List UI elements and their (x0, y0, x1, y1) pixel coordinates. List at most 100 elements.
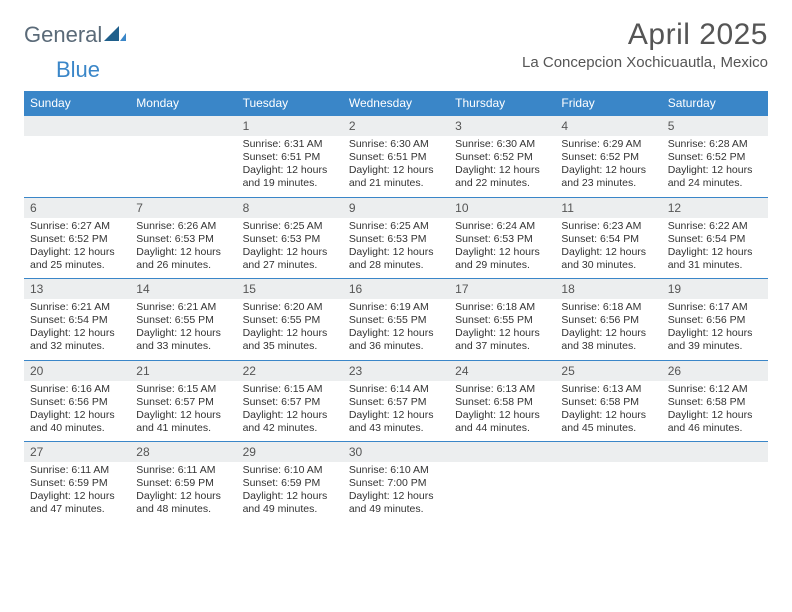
sunset-text: Sunset: 6:52 PM (668, 151, 762, 164)
calendar-cell: 29Sunrise: 6:10 AMSunset: 6:59 PMDayligh… (237, 441, 343, 523)
sunset-text: Sunset: 6:57 PM (243, 396, 337, 409)
day-number: 22 (237, 361, 343, 381)
day-body: Sunrise: 6:16 AMSunset: 6:56 PMDaylight:… (24, 381, 130, 436)
day-body: Sunrise: 6:10 AMSunset: 7:00 PMDaylight:… (343, 462, 449, 517)
calendar-cell: 26Sunrise: 6:12 AMSunset: 6:58 PMDayligh… (662, 360, 768, 442)
calendar-cell: 1Sunrise: 6:31 AMSunset: 6:51 PMDaylight… (237, 115, 343, 197)
daylight-text: Daylight: 12 hours and 46 minutes. (668, 409, 762, 435)
day-body: Sunrise: 6:22 AMSunset: 6:54 PMDaylight:… (662, 218, 768, 273)
day-body: Sunrise: 6:12 AMSunset: 6:58 PMDaylight:… (662, 381, 768, 436)
day-number: 25 (555, 361, 661, 381)
day-number: 10 (449, 198, 555, 218)
sunrise-text: Sunrise: 6:16 AM (30, 383, 124, 396)
sunrise-text: Sunrise: 6:21 AM (30, 301, 124, 314)
calendar-cell: 15Sunrise: 6:20 AMSunset: 6:55 PMDayligh… (237, 278, 343, 360)
day-body: Sunrise: 6:30 AMSunset: 6:52 PMDaylight:… (449, 136, 555, 191)
day-number: 18 (555, 279, 661, 299)
sunrise-text: Sunrise: 6:30 AM (349, 138, 443, 151)
calendar-cell: 23Sunrise: 6:14 AMSunset: 6:57 PMDayligh… (343, 360, 449, 442)
sunset-text: Sunset: 6:57 PM (349, 396, 443, 409)
day-body (555, 462, 661, 464)
daylight-text: Daylight: 12 hours and 23 minutes. (561, 164, 655, 190)
day-number: 14 (130, 279, 236, 299)
calendar-cell: 10 Sunrise: 6:24 AMSunset: 6:53 PMDayligh… (449, 197, 555, 279)
day-number: 3 (449, 116, 555, 136)
calendar-cell (24, 115, 130, 197)
sunset-text: Sunset: 6:56 PM (561, 314, 655, 327)
dayhead-wednesday: Wednesday (343, 91, 449, 115)
day-number: 13 (24, 279, 130, 299)
daylight-text: Daylight: 12 hours and 21 minutes. (349, 164, 443, 190)
sunrise-text: Sunrise: 6:10 AM (243, 464, 337, 477)
sunrise-text: Sunrise: 6:20 AM (243, 301, 337, 314)
day-number: 8 (237, 198, 343, 218)
day-number: 7 (130, 198, 236, 218)
sunset-text: Sunset: 6:53 PM (455, 233, 549, 246)
day-number: 28 (130, 442, 236, 462)
calendar-cell: 6Sunrise: 6:27 AMSunset: 6:52 PMDaylight… (24, 197, 130, 279)
day-number (24, 116, 130, 136)
sunrise-text: Sunrise: 6:21 AM (136, 301, 230, 314)
sunset-text: Sunset: 6:55 PM (243, 314, 337, 327)
calendar-cell: 7Sunrise: 6:26 AMSunset: 6:53 PMDaylight… (130, 197, 236, 279)
calendar-weeks: 1Sunrise: 6:31 AMSunset: 6:51 PMDaylight… (24, 115, 768, 523)
day-number: 9 (343, 198, 449, 218)
day-body: Sunrise: 6:17 AMSunset: 6:56 PMDaylight:… (662, 299, 768, 354)
dayhead-friday: Friday (555, 91, 661, 115)
sunset-text: Sunset: 6:56 PM (668, 314, 762, 327)
day-number: 27 (24, 442, 130, 462)
sunset-text: Sunset: 6:52 PM (561, 151, 655, 164)
day-number: 16 (343, 279, 449, 299)
day-number: 1 (237, 116, 343, 136)
sunrise-text: Sunrise: 6:10 AM (349, 464, 443, 477)
sunrise-text: Sunrise: 6:18 AM (561, 301, 655, 314)
day-body: Sunrise: 6:30 AMSunset: 6:51 PMDaylight:… (343, 136, 449, 191)
day-number: 20 (24, 361, 130, 381)
day-body: Sunrise: 6:20 AMSunset: 6:55 PMDaylight:… (237, 299, 343, 354)
sunrise-text: Sunrise: 6:11 AM (30, 464, 124, 477)
day-number: 4 (555, 116, 661, 136)
calendar-cell: 16Sunrise: 6:19 AMSunset: 6:55 PMDayligh… (343, 278, 449, 360)
calendar-day-header: Sunday Monday Tuesday Wednesday Thursday… (24, 91, 768, 115)
day-body: Sunrise: 6:25 AMSunset: 6:53 PMDaylight:… (237, 218, 343, 273)
day-body: Sunrise: 6:31 AMSunset: 6:51 PMDaylight:… (237, 136, 343, 191)
calendar-cell: 19Sunrise: 6:17 AMSunset: 6:56 PMDayligh… (662, 278, 768, 360)
sunset-text: Sunset: 6:58 PM (561, 396, 655, 409)
sunrise-text: Sunrise: 6:11 AM (136, 464, 230, 477)
daylight-text: Daylight: 12 hours and 29 minutes. (455, 246, 549, 272)
day-body (130, 136, 236, 138)
day-body: Sunrise: 6:11 AMSunset: 6:59 PMDaylight:… (130, 462, 236, 517)
daylight-text: Daylight: 12 hours and 33 minutes. (136, 327, 230, 353)
daylight-text: Daylight: 12 hours and 30 minutes. (561, 246, 655, 272)
day-body: Sunrise: 6:14 AMSunset: 6:57 PMDaylight:… (343, 381, 449, 436)
calendar-cell: 13Sunrise: 6:21 AMSunset: 6:54 PMDayligh… (24, 278, 130, 360)
sunrise-text: Sunrise: 6:29 AM (561, 138, 655, 151)
sunrise-text: Sunrise: 6:24 AM (455, 220, 549, 233)
sunset-text: Sunset: 6:58 PM (668, 396, 762, 409)
dayhead-sunday: Sunday (24, 91, 130, 115)
day-body: Sunrise: 6:25 AMSunset: 6:53 PMDaylight:… (343, 218, 449, 273)
sunset-text: Sunset: 6:52 PM (30, 233, 124, 246)
day-body: Sunrise: 6:21 AMSunset: 6:55 PMDaylight:… (130, 299, 236, 354)
day-number: 19 (662, 279, 768, 299)
sunrise-text: Sunrise: 6:15 AM (136, 383, 230, 396)
daylight-text: Daylight: 12 hours and 26 minutes. (136, 246, 230, 272)
calendar-cell: 9Sunrise: 6:25 AMSunset: 6:53 PMDaylight… (343, 197, 449, 279)
calendar-cell: 3Sunrise: 6:30 AMSunset: 6:52 PMDaylight… (449, 115, 555, 197)
calendar-cell: 12Sunrise: 6:22 AMSunset: 6:54 PMDayligh… (662, 197, 768, 279)
day-body: Sunrise: 6:13 AMSunset: 6:58 PMDaylight:… (449, 381, 555, 436)
daylight-text: Daylight: 12 hours and 45 minutes. (561, 409, 655, 435)
calendar-cell: 18Sunrise: 6:18 AMSunset: 6:56 PMDayligh… (555, 278, 661, 360)
sunrise-text: Sunrise: 6:27 AM (30, 220, 124, 233)
sunset-text: Sunset: 6:53 PM (349, 233, 443, 246)
dayhead-tuesday: Tuesday (237, 91, 343, 115)
sunset-text: Sunset: 6:54 PM (668, 233, 762, 246)
sunrise-text: Sunrise: 6:17 AM (668, 301, 762, 314)
calendar-cell: 8Sunrise: 6:25 AMSunset: 6:53 PMDaylight… (237, 197, 343, 279)
day-body: Sunrise: 6:15 AMSunset: 6:57 PMDaylight:… (130, 381, 236, 436)
day-body: Sunrise: 6:19 AMSunset: 6:55 PMDaylight:… (343, 299, 449, 354)
page: General April 2025 La Concepcion Xochicu… (0, 0, 792, 541)
sunrise-text: Sunrise: 6:15 AM (243, 383, 337, 396)
sunset-text: Sunset: 6:51 PM (349, 151, 443, 164)
day-number (130, 116, 236, 136)
